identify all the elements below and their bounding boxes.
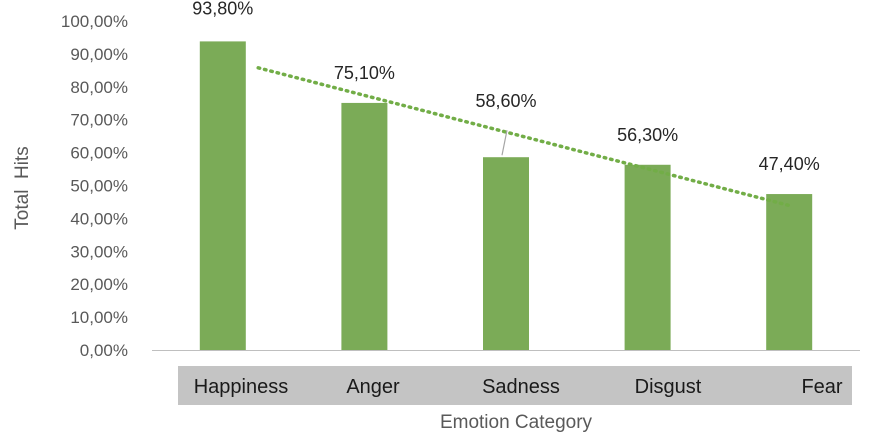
category-labels: Happiness Anger Sadness Disgust Fear bbox=[194, 376, 843, 398]
y-tick-label: 40,00% bbox=[70, 209, 128, 228]
data-label: 47,40% bbox=[759, 154, 820, 174]
y-tick-label: 0,00% bbox=[80, 341, 128, 360]
y-tick-label: 80,00% bbox=[70, 78, 128, 97]
x-axis-title: Emotion Category bbox=[440, 412, 593, 433]
data-label: 58,60% bbox=[475, 91, 536, 111]
y-axis-title: Total Hits bbox=[12, 146, 33, 229]
y-tick-label: 50,00% bbox=[70, 177, 128, 196]
y-tick-label: 20,00% bbox=[70, 275, 128, 294]
category-label: Disgust bbox=[635, 376, 702, 398]
y-tick-label: 60,00% bbox=[70, 144, 128, 163]
y-tick-label: 30,00% bbox=[70, 242, 128, 261]
data-label: 75,10% bbox=[334, 63, 395, 83]
category-label: Anger bbox=[346, 376, 400, 398]
bar bbox=[624, 164, 671, 350]
y-tick-label: 90,00% bbox=[70, 45, 128, 64]
y-tick-label: 100,00% bbox=[61, 12, 128, 31]
bar bbox=[341, 102, 388, 351]
y-axis-tick-labels: 0,00% 10,00% 20,00% 30,00% 40,00% 50,00% 60,00… bbox=[61, 12, 128, 360]
category-label: Happiness bbox=[194, 376, 289, 398]
trendline bbox=[256, 66, 791, 208]
data-labels: 93,80% 75,10% 58,60% 56,30% 47,40% bbox=[192, 0, 819, 174]
y-tick-label: 70,00% bbox=[70, 111, 128, 130]
bar bbox=[483, 157, 529, 350]
bar bbox=[199, 41, 246, 350]
category-band bbox=[178, 366, 852, 405]
category-label: Fear bbox=[801, 376, 842, 398]
bars bbox=[199, 41, 813, 351]
data-label-leader-line bbox=[501, 130, 508, 156]
data-label: 56,30% bbox=[617, 125, 678, 145]
data-label: 93,80% bbox=[192, 0, 253, 18]
bar bbox=[766, 194, 813, 350]
category-label: Sadness bbox=[482, 376, 560, 398]
y-tick-label: 10,00% bbox=[70, 308, 128, 327]
